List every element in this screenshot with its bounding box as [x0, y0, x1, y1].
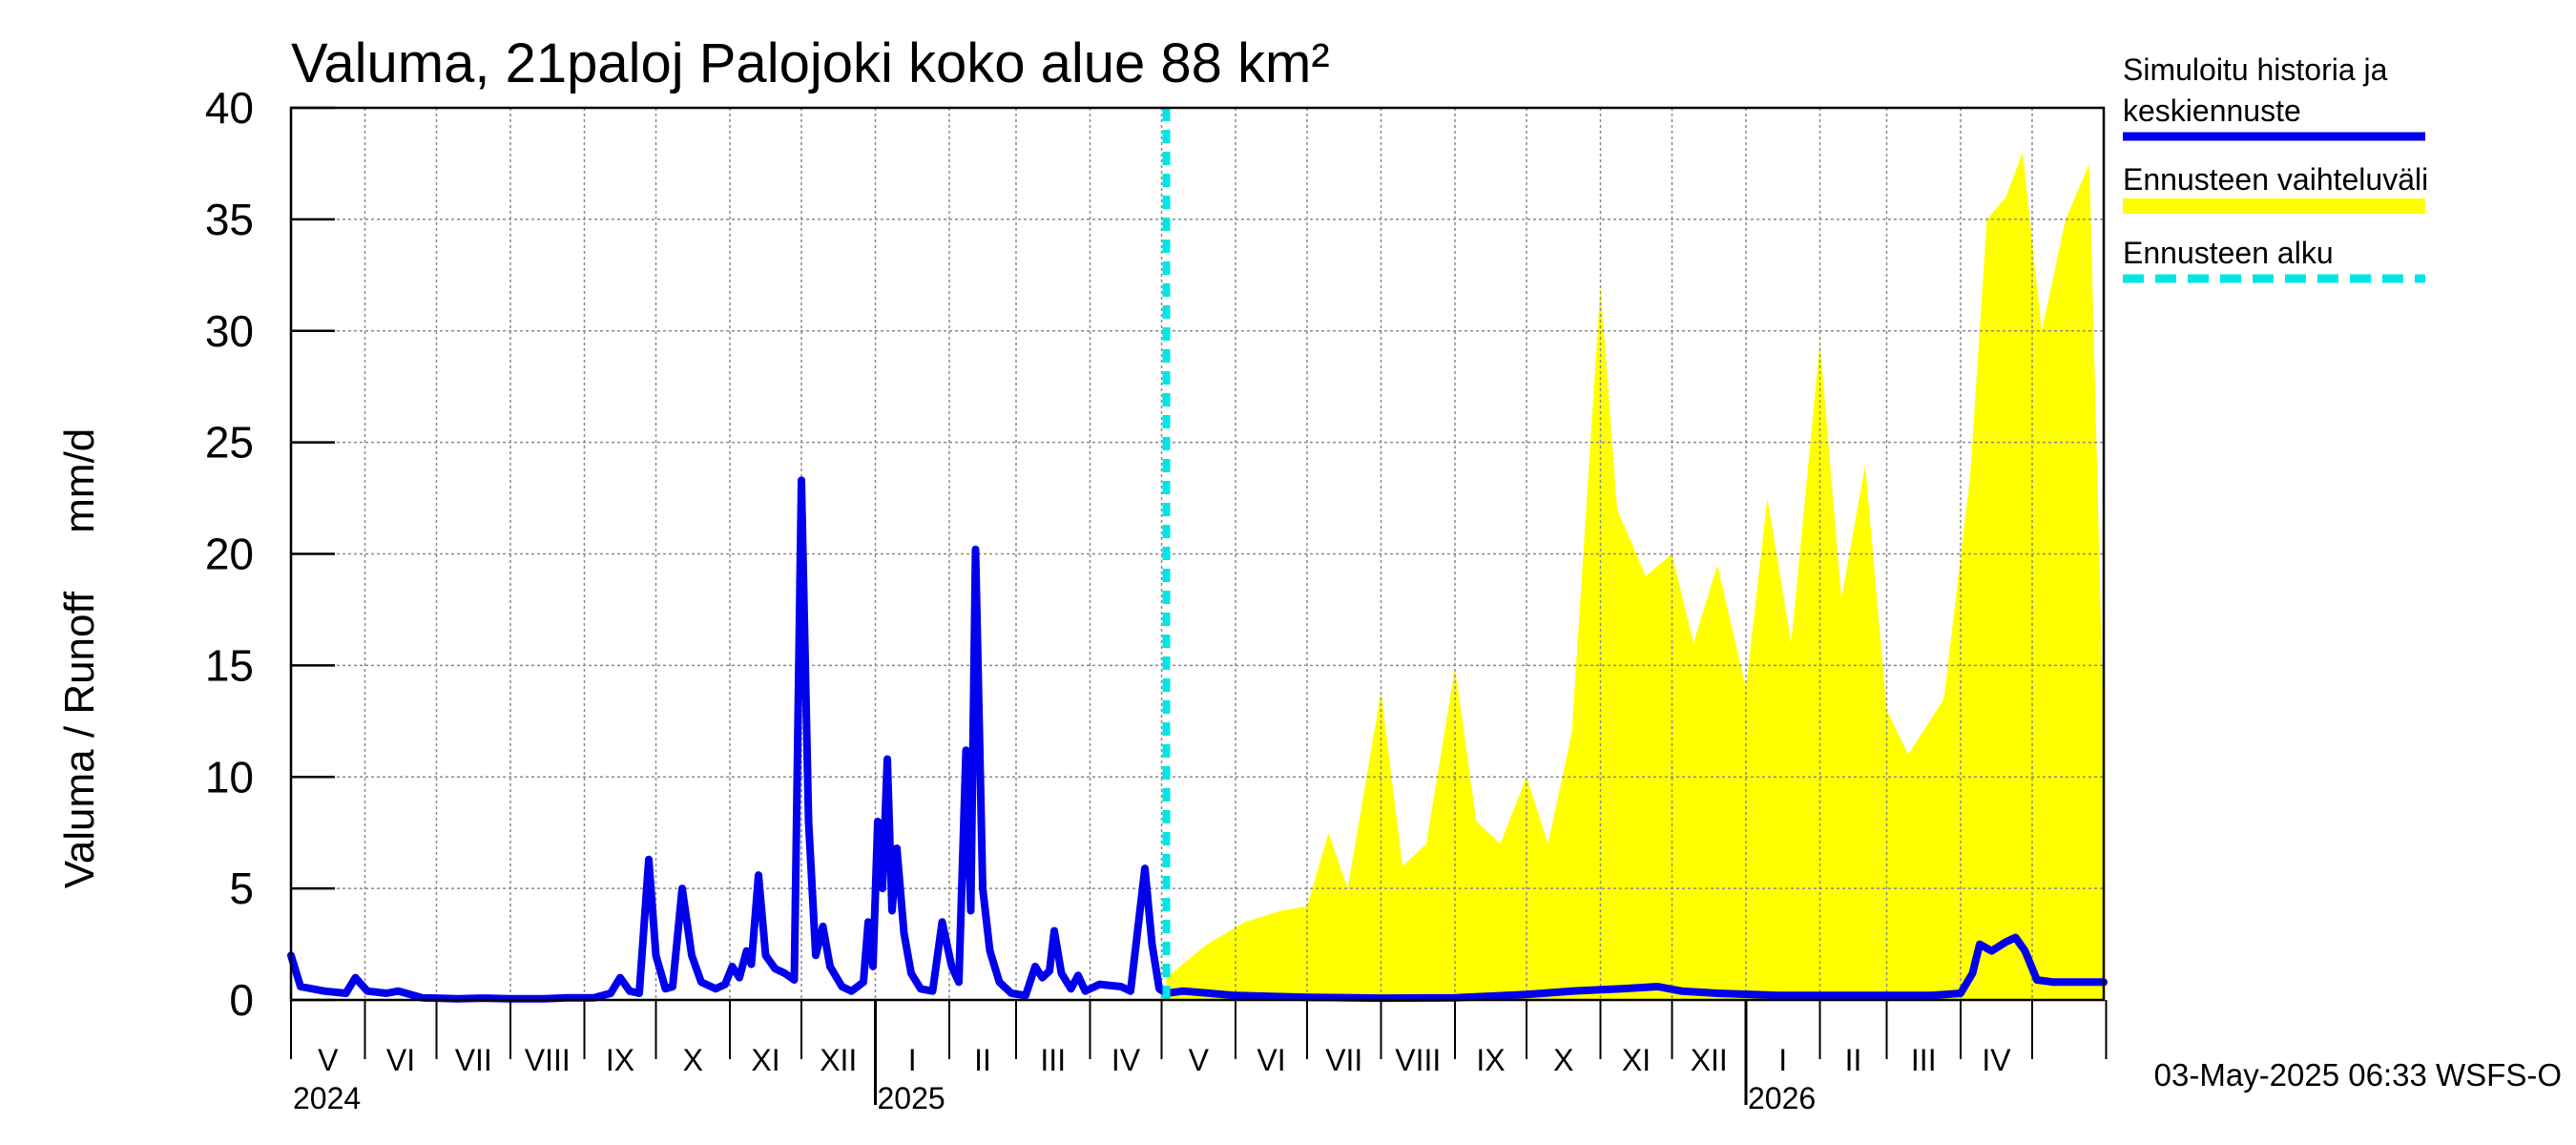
- year-label: 2024: [293, 1081, 361, 1115]
- month-label: VI: [386, 1043, 415, 1077]
- y-tick-label: 30: [205, 306, 254, 356]
- axes: [289, 106, 2108, 1105]
- y-tick-label: 5: [229, 864, 254, 913]
- month-label: III: [1040, 1043, 1066, 1077]
- month-label: IX: [1476, 1043, 1505, 1077]
- legend-label-forecast-start: Ennusteen alku: [2123, 236, 2334, 270]
- month-label: XI: [751, 1043, 779, 1077]
- grid-lines: [291, 108, 2104, 1000]
- forecast-range-area: [1166, 152, 2104, 1001]
- year-labels: 2024 2025 2026: [293, 1081, 1816, 1115]
- simulated-runoff-path: [287, 476, 2108, 1003]
- month-label: V: [318, 1043, 339, 1077]
- legend: Simuloitu historia ja keskiennuste Ennus…: [2123, 52, 2428, 283]
- y-tick-label: 20: [205, 530, 254, 579]
- month-label: VII: [455, 1043, 492, 1077]
- y-tick-label: 10: [205, 752, 254, 802]
- y-axis-label: Valuma / Runoff mm/d: [56, 428, 103, 889]
- y-tick-label: 25: [205, 418, 254, 468]
- month-label: VI: [1257, 1043, 1285, 1077]
- y-tick-label: 40: [205, 83, 254, 133]
- month-label: X: [683, 1043, 703, 1077]
- y-tick-label: 15: [205, 640, 254, 690]
- simulated-runoff-line: [287, 476, 2108, 1003]
- footer-timestamp: 03-May-2025 06:33 WSFS-O: [2154, 1057, 2562, 1093]
- month-label: IX: [606, 1043, 634, 1077]
- legend-label-simulated-2: keskiennuste: [2123, 94, 2301, 128]
- month-label: XII: [1691, 1043, 1728, 1077]
- y-tick-labels: 0 5 10 15 20 25 30 35 40: [205, 83, 254, 1025]
- month-label: II: [1845, 1043, 1862, 1077]
- month-label: IV: [1982, 1043, 2011, 1077]
- chart-title: Valuma, 21paloj Palojoki koko alue 88 km…: [291, 32, 1330, 94]
- month-label: XII: [820, 1043, 857, 1077]
- month-labels: V VI VII VIII IX X XI XII I II III IV V VI VII VIII IX X X…: [318, 1043, 2011, 1077]
- month-label: III: [1911, 1043, 1937, 1077]
- legend-label-simulated: Simuloitu historia ja: [2123, 52, 2388, 87]
- forecast-range-band: [1166, 152, 2104, 1001]
- month-label: II: [974, 1043, 991, 1077]
- month-label: X: [1553, 1043, 1573, 1077]
- month-label: XI: [1622, 1043, 1651, 1077]
- year-label: 2026: [1748, 1081, 1816, 1115]
- y-tick-label: 35: [205, 195, 254, 244]
- month-label: VII: [1325, 1043, 1362, 1077]
- month-label: VIII: [1395, 1043, 1441, 1077]
- legend-label-range: Ennusteen vaihteluväli: [2123, 162, 2428, 197]
- month-label: I: [1778, 1043, 1787, 1077]
- month-label: VIII: [525, 1043, 571, 1077]
- month-label: V: [1189, 1043, 1210, 1077]
- month-label: I: [908, 1043, 917, 1077]
- year-label: 2025: [878, 1081, 945, 1115]
- month-label: IV: [1111, 1043, 1141, 1077]
- y-tick-label: 0: [229, 975, 254, 1025]
